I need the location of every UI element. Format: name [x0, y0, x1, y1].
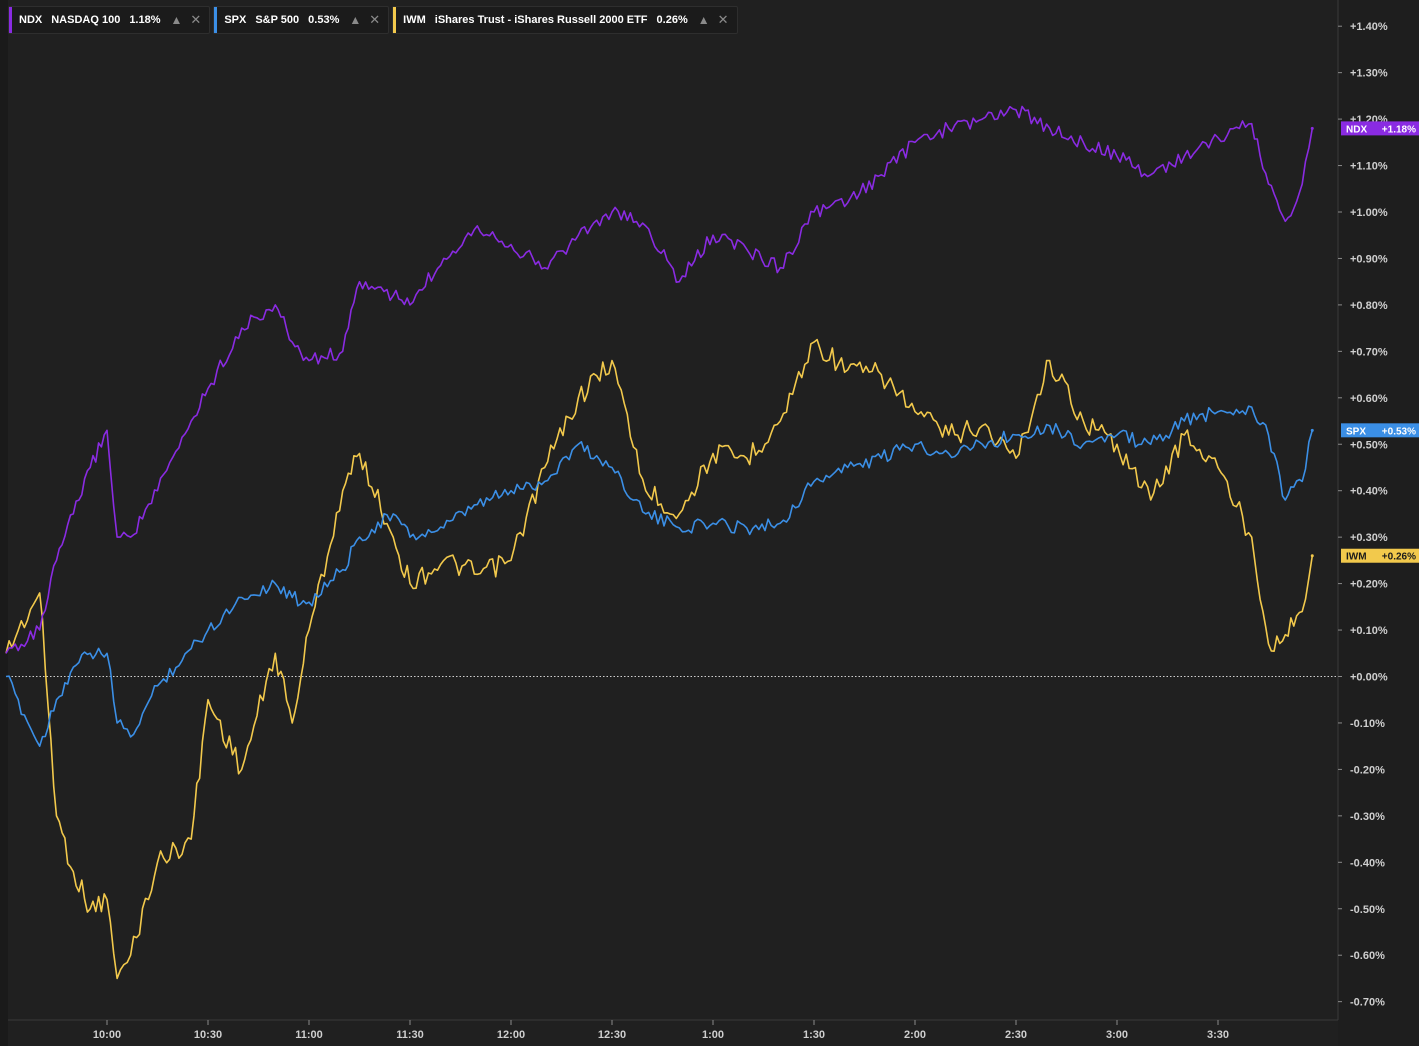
y-axis-panel [1338, 0, 1419, 1046]
legend-symbol: SPX [224, 14, 247, 26]
legend-bar: NDX NASDAQ 100 1.18% ▲ ✕ SPX S&P 500 0.5… [8, 6, 738, 34]
y-tick-label: +0.60% [1350, 393, 1388, 405]
left-gutter [0, 0, 8, 1046]
series-line-spx[interactable] [5, 405, 1314, 747]
x-tick-label: 1:00 [702, 1029, 724, 1041]
last-value-tag-spx [1341, 423, 1419, 438]
series-end-point-iwm [1310, 554, 1314, 558]
last-value-symbol: SPX [1346, 426, 1366, 437]
y-tick-label: -0.50% [1350, 904, 1385, 916]
legend-name: iShares Trust - iShares Russell 2000 ETF [434, 14, 648, 26]
x-tick-label: 10:00 [93, 1029, 121, 1041]
legend-change: 0.26% [656, 14, 688, 26]
y-tick-label: +0.50% [1350, 439, 1388, 451]
y-tick-label: +0.70% [1350, 346, 1388, 358]
legend-item-iwm[interactable]: IWM iShares Trust - iShares Russell 2000… [392, 6, 738, 34]
series-line-iwm[interactable] [5, 338, 1314, 980]
y-tick-label: +0.90% [1350, 253, 1388, 265]
x-tick-label: 2:00 [904, 1029, 926, 1041]
legend-name: S&P 500 [255, 14, 300, 26]
legend-symbol: NDX [19, 14, 43, 26]
y-tick-label: +1.40% [1350, 21, 1388, 33]
x-tick-label: 1:30 [803, 1029, 825, 1041]
legend-swatch-iwm [393, 7, 397, 33]
y-tick-label: -0.30% [1350, 811, 1385, 823]
legend-symbol: IWM [403, 14, 426, 26]
x-tick-label: 2:30 [1005, 1029, 1027, 1041]
legend-item-spx[interactable]: SPX S&P 500 0.53% ▲ ✕ [213, 6, 390, 34]
y-tick-label: +1.30% [1350, 68, 1388, 80]
paint-bucket-icon[interactable]: ▲ [697, 13, 710, 27]
legend-swatch-ndx [9, 7, 12, 33]
last-value-tag-ndx [1341, 121, 1419, 136]
legend-change: 0.53% [308, 14, 340, 26]
legend-item-ndx[interactable]: NDX NASDAQ 100 1.18% ▲ ✕ [8, 6, 211, 34]
y-tick-label: -0.10% [1350, 718, 1385, 730]
legend-change: 1.18% [129, 14, 161, 26]
y-tick-label: -0.20% [1350, 764, 1385, 776]
y-tick-label: +0.20% [1350, 579, 1388, 591]
last-value-symbol: IWM [1346, 552, 1367, 563]
y-tick-label: -0.70% [1350, 997, 1385, 1009]
last-value-tag-iwm [1341, 548, 1419, 563]
x-tick-label: 12:30 [598, 1029, 626, 1041]
legend-name: NASDAQ 100 [51, 14, 121, 26]
last-value-label: +0.26% [1382, 552, 1416, 563]
close-icon[interactable]: ✕ [717, 12, 729, 27]
x-tick-label: 11:00 [295, 1029, 323, 1041]
legend-swatch-spx [214, 7, 218, 33]
last-value-label: +1.18% [1382, 124, 1416, 135]
y-tick-label: +0.80% [1350, 300, 1388, 312]
close-icon[interactable]: ✕ [369, 12, 381, 27]
y-tick-label: +1.10% [1350, 161, 1388, 173]
y-tick-label: -0.40% [1350, 857, 1385, 869]
y-tick-label: +0.40% [1350, 486, 1388, 498]
series-end-point-spx [1310, 428, 1314, 432]
last-value-symbol: NDX [1346, 124, 1367, 135]
paint-bucket-icon[interactable]: ▲ [349, 13, 362, 27]
x-tick-label: 10:30 [194, 1029, 222, 1041]
last-value-label: +0.53% [1382, 426, 1416, 437]
y-tick-label: +1.00% [1350, 207, 1388, 219]
series-end-point-ndx [1310, 126, 1314, 130]
y-tick-label: +0.30% [1350, 532, 1388, 544]
series-line-ndx[interactable] [5, 105, 1314, 654]
x-tick-label: 12:00 [497, 1029, 525, 1041]
x-tick-label: 3:00 [1106, 1029, 1128, 1041]
y-tick-label: -0.60% [1350, 950, 1385, 962]
x-tick-label: 11:30 [396, 1029, 424, 1041]
paint-bucket-icon[interactable]: ▲ [170, 13, 183, 27]
x-tick-label: 3:30 [1207, 1029, 1229, 1041]
close-icon[interactable]: ✕ [190, 12, 202, 27]
y-tick-label: +0.00% [1350, 672, 1388, 684]
y-tick-label: +0.10% [1350, 625, 1388, 637]
